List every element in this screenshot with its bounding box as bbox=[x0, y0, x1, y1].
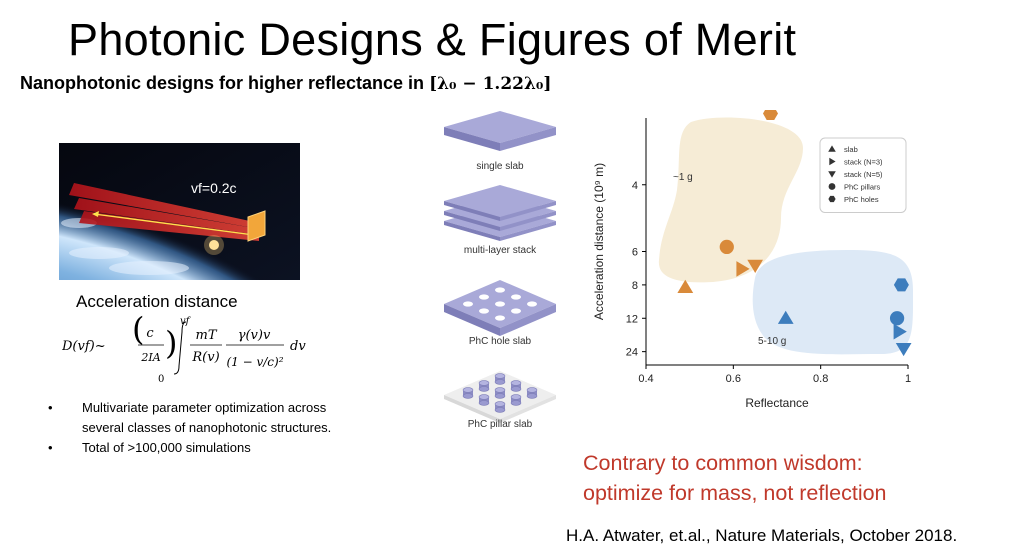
legend-marker-hexagon bbox=[828, 195, 836, 203]
formula-frac2-num: mT bbox=[196, 328, 218, 343]
legend-entry: PhC holes bbox=[844, 195, 879, 204]
y-axis-label: Acceleration distance (10⁹ m) bbox=[592, 163, 606, 320]
acceleration-distance-label: Acceleration distance bbox=[76, 292, 238, 311]
legend-entry: PhC pillars bbox=[844, 183, 881, 192]
formula-frac2-den: R(v) bbox=[191, 350, 219, 365]
data-point-triangle-up bbox=[777, 310, 794, 324]
data-point-triangle-right bbox=[736, 261, 750, 277]
phc-pillar-slab-icon bbox=[444, 371, 556, 423]
formula-int-lower: 0 bbox=[158, 374, 164, 385]
design-label-phc-hole-slab: PhC hole slab bbox=[468, 336, 532, 347]
region-label-five-to-ten-g: 5-10 g bbox=[758, 336, 786, 347]
x-axis-label: Reflectance bbox=[745, 396, 809, 410]
y-tick-label: 4 bbox=[632, 180, 638, 192]
formula-paren-left: ( bbox=[132, 310, 144, 348]
slide-title: Photonic Designs & Figures of Merit bbox=[68, 14, 797, 65]
formula-frac1-num: c bbox=[146, 326, 154, 341]
design-illustrations: single slab multi-layer stack bbox=[430, 95, 570, 440]
bullet-dot-icon: • bbox=[48, 400, 53, 415]
legend-box bbox=[819, 137, 907, 213]
chart-axes bbox=[645, 118, 908, 366]
bullet-text: Total of >100,000 simulations bbox=[82, 440, 251, 455]
bullet-item: • Multivariate parameter optimization ac… bbox=[48, 398, 338, 437]
reflectance-scatter-chart: 0.4 0.6 0.8 1 4 6 8 12 24 ~1 g 5-10 g Reflectanc… bbox=[592, 110, 914, 410]
five-to-ten-g-region bbox=[752, 250, 914, 355]
subtitle-text: Nanophotonic designs for higher reflecta… bbox=[20, 73, 425, 93]
bullet-list: • Multivariate parameter optimization ac… bbox=[48, 398, 338, 459]
data-point-triangle-up bbox=[677, 279, 694, 293]
formula-tail: dv bbox=[290, 339, 306, 354]
velocity-label: vf=0.2c bbox=[191, 180, 237, 196]
x-tick-label: 0.6 bbox=[726, 373, 741, 385]
bullet-dot-icon: • bbox=[48, 440, 53, 455]
y-tick-label: 12 bbox=[626, 313, 638, 325]
data-point-triangle-down bbox=[895, 343, 912, 357]
y-tick-label: 6 bbox=[632, 247, 638, 259]
legend-entry: stack (N=3) bbox=[844, 158, 883, 167]
formula-lhs: D(vf)~ bbox=[62, 339, 106, 354]
conclusion-line-2: optimize for mass, not reflection bbox=[583, 481, 887, 505]
data-point-circle bbox=[719, 239, 734, 255]
formula-frac3-den: (1 − v/c)² bbox=[226, 355, 283, 369]
subtitle-math: [λ₀ − 1.22λ₀] bbox=[429, 74, 552, 94]
chart-regions bbox=[658, 117, 914, 355]
design-label-multi-layer-stack: multi-layer stack bbox=[463, 245, 537, 256]
phc-hole-slab-icon bbox=[444, 280, 556, 336]
slide-subtitle: Nanophotonic designs for higher reflecta… bbox=[20, 73, 551, 94]
conclusion-text: Contrary to common wisdom: optimize for … bbox=[583, 448, 887, 508]
bullet-item: • Total of >100,000 simulations bbox=[48, 438, 338, 458]
formula-frac3-num: γ(v)v bbox=[238, 328, 271, 343]
chart-legend: slab stack (N=3) stack (N=5) PhC pillars PhC… bbox=[819, 137, 907, 213]
lightsail-space-image: vf=0.2c bbox=[59, 143, 300, 280]
citation: H.A. Atwater, et.al., Nature Materials, … bbox=[566, 526, 958, 545]
data-point-triangle-down bbox=[747, 259, 763, 273]
legend-marker-triangle-down bbox=[828, 171, 836, 178]
formula-int-upper: vf bbox=[180, 316, 192, 327]
legend-marker-triangle-right bbox=[829, 157, 836, 166]
data-point-circle bbox=[889, 311, 905, 326]
legend-entry: stack (N=5) bbox=[844, 170, 883, 179]
formula-paren-right: ) bbox=[165, 324, 177, 362]
x-tick-label: 1 bbox=[905, 373, 911, 385]
bullet-text: Multivariate parameter optimization acro… bbox=[82, 400, 332, 435]
design-label-single-slab: single slab bbox=[476, 161, 524, 172]
x-tick-label: 0.4 bbox=[638, 373, 653, 385]
acceleration-formula: D(vf)~ ( c 2IA ) vf 0 mT R(v) γ(v)v (1 −… bbox=[62, 310, 306, 385]
data-point-hexagon bbox=[763, 110, 778, 120]
region-label-one-g: ~1 g bbox=[673, 172, 693, 183]
data-point-hexagon bbox=[893, 278, 909, 292]
legend-entry: slab bbox=[844, 145, 858, 154]
legend-marker-triangle-up bbox=[828, 145, 836, 152]
one-g-region bbox=[658, 117, 803, 283]
single-slab-icon bbox=[444, 111, 556, 151]
y-tick-label: 24 bbox=[626, 347, 638, 359]
y-tick-label: 8 bbox=[632, 280, 638, 292]
design-label-phc-pillar-slab: PhC pillar slab bbox=[467, 419, 533, 430]
x-tick-label: 0.8 bbox=[813, 373, 828, 385]
legend-marker-circle bbox=[828, 183, 836, 190]
formula-frac1-den: 2IA bbox=[140, 351, 160, 364]
multi-layer-stack-icon bbox=[444, 185, 556, 241]
conclusion-line-1: Contrary to common wisdom: bbox=[583, 451, 863, 475]
data-point-triangle-right bbox=[893, 323, 907, 340]
